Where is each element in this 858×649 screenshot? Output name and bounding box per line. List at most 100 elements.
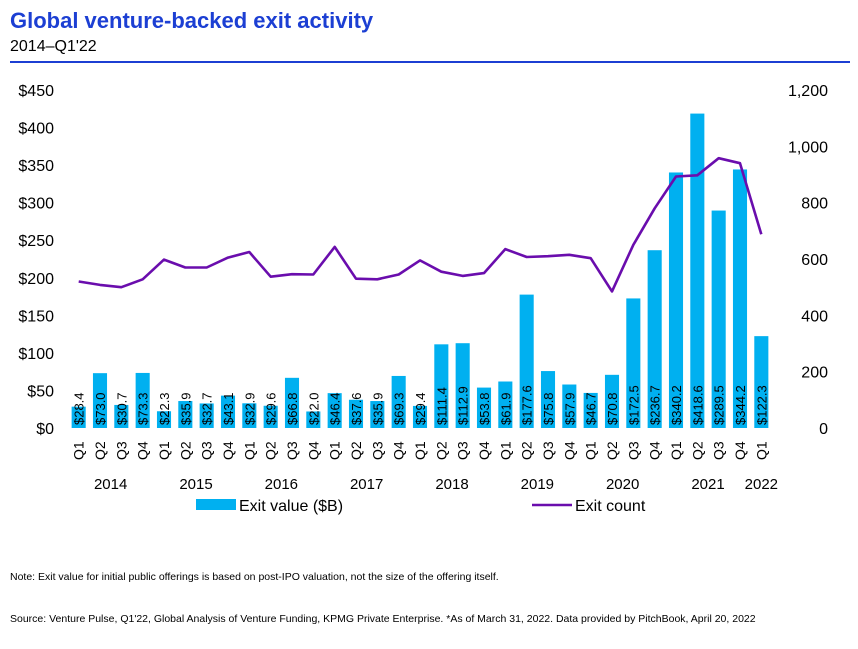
x-tick-label: Q4	[561, 441, 577, 460]
bar	[220, 395, 236, 428]
bar	[263, 405, 278, 428]
legend-label-exit-count: Exit count	[575, 498, 646, 515]
bar-value-label: $29.4	[413, 392, 428, 425]
y-left-tick-label: $300	[18, 196, 54, 213]
x-tick-label: Q4	[305, 441, 321, 460]
bar	[92, 373, 108, 428]
bar	[690, 113, 705, 428]
bar	[540, 371, 556, 428]
y-right-tick-label: 200	[801, 365, 828, 382]
exit-count-line	[78, 156, 763, 293]
source-text: Source: Venture Pulse, Q1'22, Global Ana…	[10, 613, 756, 625]
exit-activity-chart: $0 $50 $100 $150 $200 $250 $300 $350 $400 $450 0 20…	[18, 83, 828, 515]
title-divider	[10, 61, 850, 63]
x-tick-label: Q4	[391, 441, 407, 460]
x-tick-label: Q2	[263, 441, 279, 460]
x-tick-label: Q1	[668, 441, 684, 460]
x-tick-label: Q3	[711, 441, 727, 460]
y-right-tick-label: 1,200	[788, 83, 828, 100]
bar	[370, 401, 385, 428]
x-tick-label: Q4	[647, 441, 663, 460]
x-tick-label: Q3	[540, 441, 556, 460]
year-label: 2022	[745, 476, 778, 493]
bar-value-label: $32.7	[200, 392, 215, 425]
bar	[348, 399, 364, 428]
x-tick-label: Q1	[412, 441, 428, 460]
bar	[391, 375, 406, 428]
bar	[647, 250, 662, 428]
legend-swatch-exit-value	[196, 499, 236, 510]
x-tick-label: Q2	[177, 441, 193, 460]
chart-subtitle: 2014–Q1'22	[10, 38, 97, 55]
x-tick-label: Q2	[519, 441, 535, 460]
year-label: 2016	[265, 476, 298, 493]
x-tick-label: Q4	[732, 441, 748, 460]
bar	[327, 393, 342, 428]
x-tick-label: Q1	[327, 441, 343, 460]
bar	[498, 381, 513, 428]
bar-value-label: $53.8	[477, 392, 492, 425]
y-left-tick-label: $0	[36, 421, 54, 438]
x-tick-label: Q3	[369, 441, 385, 460]
bar	[71, 406, 86, 428]
bar	[306, 411, 321, 428]
x-tick-label: Q4	[476, 441, 492, 460]
bar-value-label: $122.3	[754, 385, 769, 425]
y-left-tick-label: $450	[18, 83, 54, 100]
bar-value-label: $46.7	[584, 392, 599, 425]
y-left-tick-label: $350	[18, 158, 54, 175]
bar-value-label: $111.4	[434, 387, 449, 425]
bar	[284, 377, 300, 428]
x-tick-label: Q3	[113, 441, 129, 460]
bar	[135, 372, 150, 428]
year-label: 2015	[179, 476, 212, 493]
bar	[178, 401, 193, 428]
y-right-tick-label: 600	[801, 252, 828, 269]
bar-value-label: $43.1	[221, 392, 236, 425]
y-right-tick-label: 800	[801, 196, 828, 213]
bar-value-label: $340.2	[669, 385, 684, 425]
y-left-tick-label: $50	[27, 383, 54, 400]
bar	[583, 392, 598, 428]
bar-value-label: $177.6	[520, 385, 535, 425]
bar-value-label: $37.6	[349, 392, 364, 425]
legend-label-exit-value: Exit value ($B)	[239, 498, 343, 515]
x-tick-label: Q4	[135, 441, 151, 460]
bar	[242, 403, 257, 428]
bar	[604, 374, 620, 428]
x-tick-label: Q2	[689, 441, 705, 460]
x-tick-label: Q2	[92, 441, 108, 460]
bar	[455, 343, 470, 428]
x-tick-label: Q1	[753, 441, 769, 460]
year-label: 2020	[606, 476, 639, 493]
bar	[732, 169, 748, 428]
bar-value-label: $75.8	[541, 392, 556, 425]
bar-value-label: $22.3	[157, 392, 172, 425]
x-tick-label: Q1	[241, 441, 257, 460]
bar-value-label: $35.9	[370, 392, 385, 425]
bar-value-label: $57.9	[562, 392, 577, 425]
y-right-tick-label: 400	[801, 308, 828, 325]
x-tick-label: Q1	[583, 441, 599, 460]
x-tick-label: Q1	[497, 441, 513, 460]
bar-value-label: $289.5	[712, 385, 727, 425]
x-tick-label: Q3	[199, 441, 215, 460]
y-left-tick-label: $400	[18, 121, 54, 138]
bar-value-label: $112.9	[456, 386, 471, 425]
bar-value-label: $172.5	[626, 385, 641, 425]
bar-value-label: $61.9	[498, 392, 513, 425]
x-tick-label: Q2	[433, 441, 449, 460]
y-left-tick-label: $100	[18, 346, 54, 363]
bar	[156, 411, 172, 428]
x-tick-label: Q3	[625, 441, 641, 460]
chart-title: Global venture-backed exit activity	[10, 8, 374, 33]
bar-value-label: $70.8	[605, 392, 620, 425]
bar	[476, 387, 492, 428]
year-label: 2021	[691, 476, 724, 493]
x-tick-label: Q4	[220, 441, 236, 460]
bar	[412, 405, 428, 428]
bar-value-label: $30.7	[114, 392, 129, 425]
y-left-tick-label: $150	[18, 308, 54, 325]
y-right-tick-label: 0	[819, 421, 828, 438]
bar-value-label: $418.6	[690, 385, 705, 425]
